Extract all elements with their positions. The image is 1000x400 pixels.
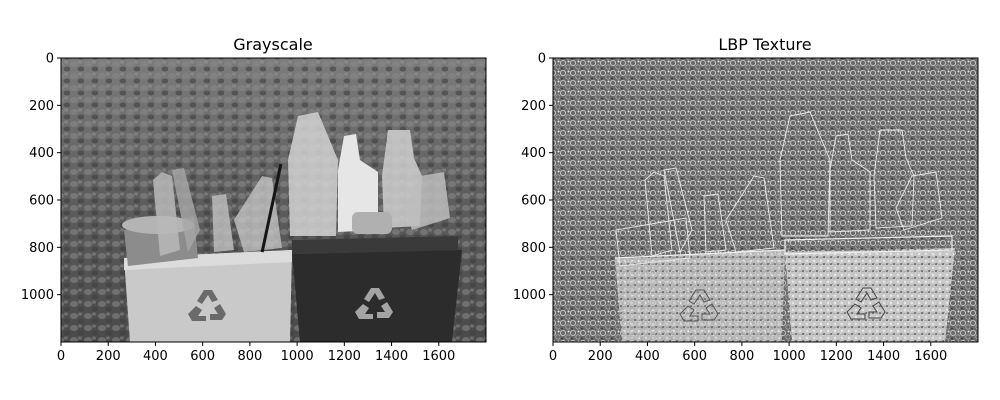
x-tick-label: 400	[143, 349, 168, 364]
x-tick-label: 800	[729, 349, 754, 364]
grayscale-y-axis: 0 200 400 600 800 1000	[21, 52, 61, 303]
x-tick-label: 600	[190, 349, 215, 364]
lbp-title: LBP Texture	[718, 35, 811, 54]
x-tick-label: 200	[588, 349, 613, 364]
x-tick-label: 1400	[867, 349, 900, 364]
y-tick-label: 400	[521, 146, 546, 161]
lbp-texture-image	[553, 58, 978, 342]
x-tick-label: 200	[96, 349, 121, 364]
lbp-x-axis: 0 200 400 600 800 1000 1200 1400 1600	[549, 342, 947, 364]
y-tick-label: 200	[521, 99, 546, 114]
x-tick-label: 0	[57, 349, 65, 364]
x-tick-label: 1600	[422, 349, 455, 364]
x-tick-label: 1400	[375, 349, 408, 364]
grayscale-panel: Grayscale 0 200 400 600 800 1000 1200 1400 1600 …	[21, 35, 487, 364]
x-tick-label: 600	[682, 349, 707, 364]
y-tick-label: 800	[521, 241, 546, 256]
grayscale-image	[61, 58, 486, 342]
lbp-y-axis: 0 200 400 600 800 1000	[513, 52, 553, 303]
y-tick-label: 600	[521, 194, 546, 209]
x-tick-label: 1200	[820, 349, 853, 364]
y-tick-label: 1000	[513, 288, 546, 303]
x-tick-label: 1000	[773, 349, 806, 364]
x-tick-label: 0	[549, 349, 557, 364]
y-tick-label: 0	[46, 52, 54, 67]
y-tick-label: 600	[29, 194, 54, 209]
x-tick-label: 1600	[914, 349, 947, 364]
grayscale-title: Grayscale	[233, 35, 312, 54]
lbp-texture-panel: LBP Texture 0 200 400 600 800 1000 1200 1400 160…	[513, 35, 979, 364]
y-tick-label: 800	[29, 241, 54, 256]
x-tick-label: 1200	[328, 349, 361, 364]
x-tick-label: 800	[237, 349, 262, 364]
y-tick-label: 1000	[21, 288, 54, 303]
y-tick-label: 200	[29, 99, 54, 114]
grayscale-x-axis: 0 200 400 600 800 1000 1200 1400 1600	[57, 342, 455, 364]
x-tick-label: 1000	[281, 349, 314, 364]
y-tick-label: 0	[538, 52, 546, 67]
x-tick-label: 400	[635, 349, 660, 364]
y-tick-label: 400	[29, 146, 54, 161]
